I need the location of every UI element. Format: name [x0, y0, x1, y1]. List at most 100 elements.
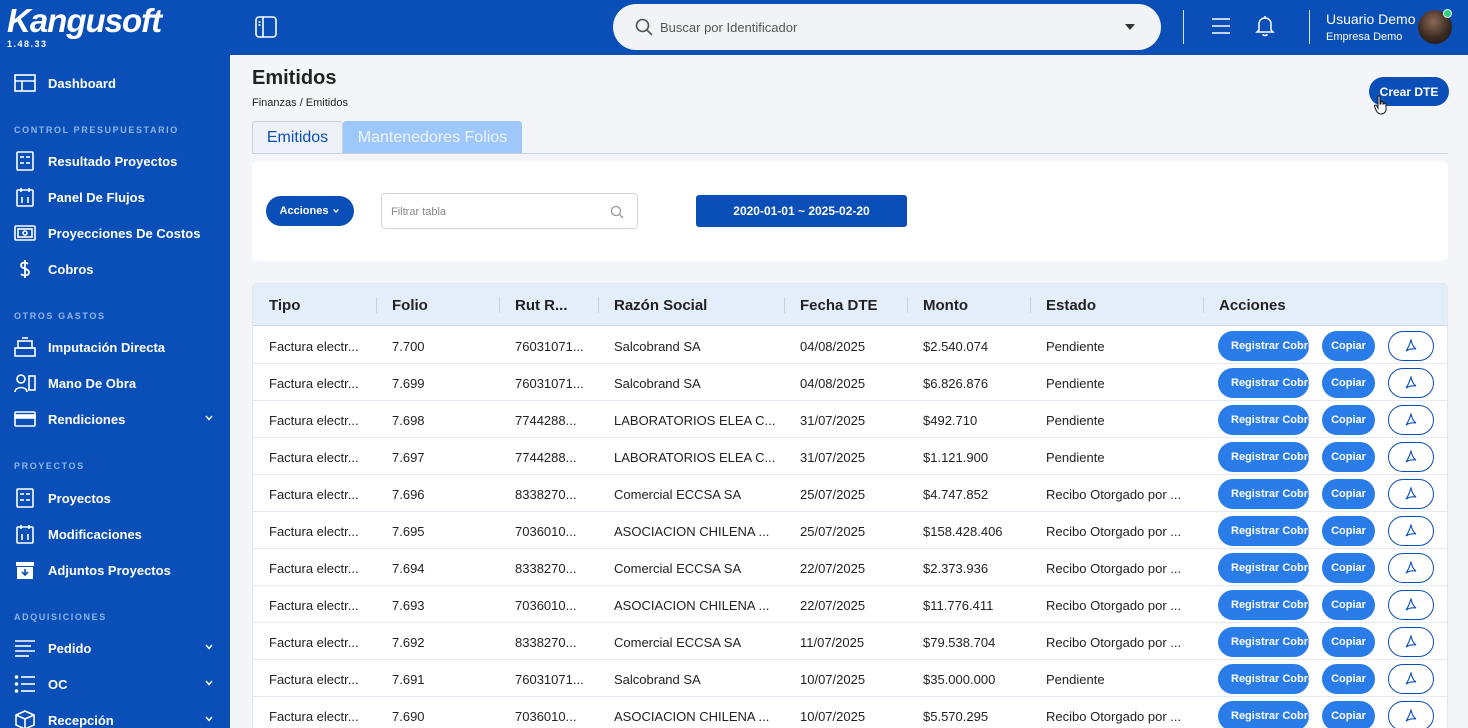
sidebar-item-recepcion[interactable]: Recepción	[0, 702, 230, 728]
column-divider[interactable]	[598, 297, 599, 313]
sidebar-item-mano-obra[interactable]: Mano De Obra	[0, 365, 230, 401]
copy-button[interactable]: Copiar	[1322, 553, 1375, 583]
table-row[interactable]: Factura electr... 7.694 8338270... Comercia…	[253, 549, 1448, 586]
sidebar-item-modificaciones[interactable]: Modificaciones	[0, 516, 230, 552]
column-divider[interactable]	[1203, 297, 1204, 313]
pdf-button[interactable]	[1388, 553, 1434, 583]
dollar-icon	[14, 259, 36, 279]
column-header-tipo[interactable]: Tipo	[269, 297, 300, 314]
copy-button[interactable]: Copiar	[1322, 405, 1375, 435]
column-header-fecha-dte[interactable]: Fecha DTE	[800, 297, 878, 314]
pdf-button[interactable]	[1388, 368, 1434, 398]
pdf-button[interactable]	[1388, 405, 1434, 435]
copy-button[interactable]: Copiar	[1322, 479, 1375, 509]
table-row[interactable]: Factura electr... 7.699 76031071... Salcobr…	[253, 364, 1448, 401]
sidebar-item-label: Pedido	[48, 641, 91, 656]
column-divider[interactable]	[907, 297, 908, 313]
user-name[interactable]: Usuario Demo	[1326, 11, 1415, 27]
tab-emitidos[interactable]: Emitidos	[252, 121, 343, 154]
table-row[interactable]: Factura electr... 7.691 76031071... Salcobr…	[253, 660, 1448, 697]
pdf-icon	[1404, 635, 1418, 649]
copy-button[interactable]: Copiar	[1322, 331, 1375, 361]
column-header-estado[interactable]: Estado	[1046, 297, 1096, 314]
register-payment-button[interactable]: Registrar Cobro	[1218, 553, 1309, 583]
sidebar-item-imputacion-directa[interactable]: Imputación Directa	[0, 329, 230, 365]
cell-monto: $158.428.406	[923, 524, 1003, 539]
register-payment-button[interactable]: Registrar Cobro	[1218, 590, 1309, 620]
register-payment-button[interactable]: Registrar Cobro	[1218, 331, 1309, 361]
sidebar-item-label: Resultado Proyectos	[48, 154, 177, 169]
column-divider[interactable]	[784, 297, 785, 313]
register-payment-button[interactable]: Registrar Cobro	[1218, 627, 1309, 657]
cell-monto: $2.540.074	[923, 339, 988, 354]
bell-icon[interactable]	[1255, 15, 1275, 37]
cell-estado: Recibo Otorgado por ...	[1046, 709, 1181, 724]
pdf-icon	[1404, 450, 1418, 464]
app-logo[interactable]: Kangusoft	[7, 2, 161, 40]
tab-mantenedores-folios[interactable]: Mantenedores Folios	[343, 121, 522, 154]
sidebar-item-pedido[interactable]: Pedido	[0, 630, 230, 666]
search-placeholder: Buscar por Identificador	[660, 20, 797, 35]
copy-button[interactable]: Copiar	[1322, 590, 1375, 620]
register-payment-button[interactable]: Registrar Cobro	[1218, 479, 1309, 509]
table-row[interactable]: Factura electr... 7.695 7036010... ASOCIACI…	[253, 512, 1448, 549]
filter-card: Acciones Filtrar tabla 2020-01-01 ~ 2025…	[252, 161, 1448, 261]
copy-button[interactable]: Copiar	[1322, 664, 1375, 694]
pdf-button[interactable]	[1388, 516, 1434, 546]
table-row[interactable]: Factura electr... 7.693 7036010... ASOCIACI…	[253, 586, 1448, 623]
column-divider[interactable]	[1030, 297, 1031, 313]
pdf-button[interactable]	[1388, 664, 1434, 694]
sidebar-item-cobros[interactable]: Cobros	[0, 251, 230, 287]
pdf-button[interactable]	[1388, 701, 1434, 728]
register-payment-button[interactable]: Registrar Cobro	[1218, 664, 1309, 694]
copy-button[interactable]: Copiar	[1322, 368, 1375, 398]
caret-down-icon[interactable]	[1125, 24, 1135, 30]
column-header-razon-social[interactable]: Razón Social	[614, 297, 707, 314]
table-row[interactable]: Factura electr... 7.698 7744288... LABORATO…	[253, 401, 1448, 438]
register-payment-button[interactable]: Registrar Cobro	[1218, 701, 1309, 728]
sidebar-item-oc[interactable]: OC	[0, 666, 230, 702]
pdf-button[interactable]	[1388, 590, 1434, 620]
pdf-button[interactable]	[1388, 627, 1434, 657]
sidebar-item-dashboard[interactable]: Dashboard	[0, 65, 230, 101]
column-header-folio[interactable]: Folio	[392, 297, 428, 314]
filter-table-input[interactable]: Filtrar tabla	[381, 193, 638, 229]
table-row[interactable]: Factura electr... 7.696 8338270... Comercia…	[253, 475, 1448, 512]
copy-button[interactable]: Copiar	[1322, 701, 1375, 728]
date-range-picker[interactable]: 2020-01-01 ~ 2025-02-20	[696, 195, 907, 227]
sidebar-item-adjuntos-proyectos[interactable]: Adjuntos Proyectos	[0, 552, 230, 588]
pdf-button[interactable]	[1388, 479, 1434, 509]
sidebar-item-resultado-proyectos[interactable]: Resultado Proyectos	[0, 143, 230, 179]
pdf-icon	[1404, 524, 1418, 538]
register-payment-button[interactable]: Registrar Cobro	[1218, 516, 1309, 546]
actions-dropdown-button[interactable]: Acciones	[266, 196, 354, 226]
copy-button[interactable]: Copiar	[1322, 516, 1375, 546]
pdf-button[interactable]	[1388, 331, 1434, 361]
calendar-icon	[14, 187, 36, 207]
sidebar-item-proyectos[interactable]: Proyectos	[0, 480, 230, 516]
menu-icon[interactable]	[1211, 16, 1231, 36]
sidebar-item-rendiciones[interactable]: Rendiciones	[0, 401, 230, 437]
copy-button[interactable]: Copiar	[1322, 442, 1375, 472]
copy-button[interactable]: Copiar	[1322, 627, 1375, 657]
pdf-button[interactable]	[1388, 442, 1434, 472]
cell-razon-social: ASOCIACION CHILENA ...	[614, 524, 769, 539]
sidebar-toggle-icon[interactable]	[255, 16, 277, 38]
sidebar-item-panel-flujos[interactable]: Panel De Flujos	[0, 179, 230, 215]
register-payment-button[interactable]: Registrar Cobro	[1218, 368, 1309, 398]
column-header-monto[interactable]: Monto	[923, 297, 968, 314]
column-header-rut[interactable]: Rut R...	[515, 297, 568, 314]
column-divider[interactable]	[499, 297, 500, 313]
breadcrumb[interactable]: Finanzas / Emitidos	[252, 97, 348, 109]
register-payment-button[interactable]: Registrar Cobro	[1218, 405, 1309, 435]
table-row[interactable]: Factura electr... 7.697 7744288... LABORATO…	[253, 438, 1448, 475]
cell-rut: 8338270...	[515, 561, 576, 576]
register-payment-button[interactable]: Registrar Cobro	[1218, 442, 1309, 472]
column-divider[interactable]	[376, 297, 377, 313]
table-row[interactable]: Factura electr... 7.700 76031071... Salcobr…	[253, 327, 1448, 364]
search-bar[interactable]: Buscar por Identificador	[613, 4, 1161, 50]
table-row[interactable]: Factura electr... 7.690 7036010... ASOCIACI…	[253, 697, 1448, 728]
table-row[interactable]: Factura electr... 7.692 8338270... Comercia…	[253, 623, 1448, 660]
sidebar-item-proyecciones-costos[interactable]: Proyecciones De Costos	[0, 215, 230, 251]
dashboard-icon	[14, 73, 36, 93]
